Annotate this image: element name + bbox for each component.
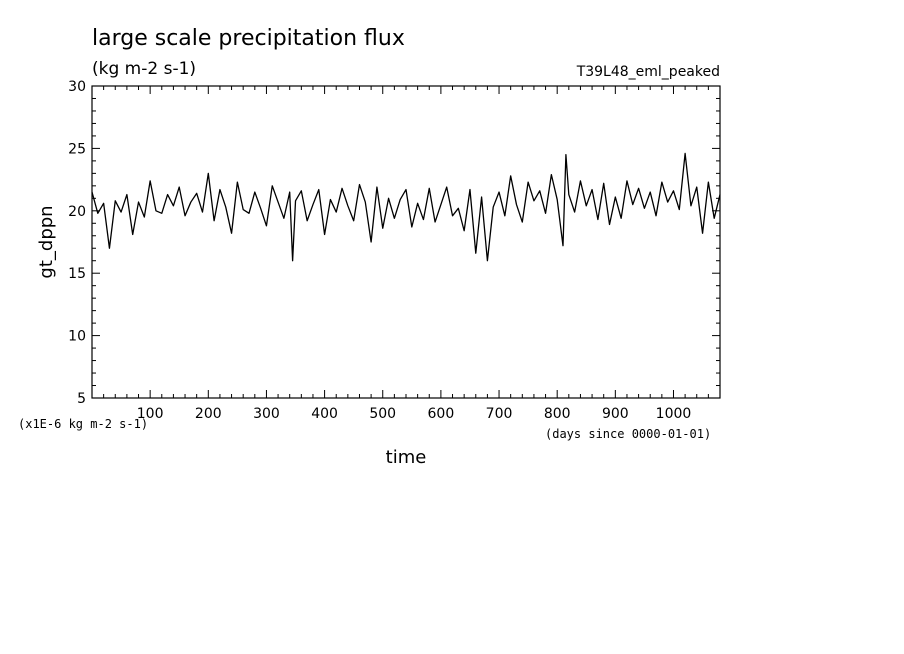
y-tick-labels: 5 10 15 20 25 30 (68, 79, 86, 407)
y-tick-label: 5 (77, 391, 86, 407)
x-tick-label: 1000 (656, 406, 692, 422)
x-tick-labels: 100 200 300 400 500 600 700 800 900 1000 (137, 406, 692, 422)
x-tick-label: 600 (428, 406, 455, 422)
y-tick-label: 15 (68, 266, 86, 282)
y-tick-label: 30 (68, 79, 86, 95)
plot-frame (91, 85, 721, 399)
chart-subtitle: (kg m-2 s-1) (92, 59, 196, 79)
series-line (91, 152, 721, 262)
x-axis-label: time (386, 447, 427, 468)
y-tick-label: 10 (68, 329, 86, 345)
x-tick-label: 200 (195, 406, 222, 422)
x-tick-label: 800 (544, 406, 571, 422)
x-tick-label: 100 (137, 406, 164, 422)
y-tick-label: 25 (68, 141, 86, 157)
x-tick-label: 500 (369, 406, 396, 422)
x-tick-label: 900 (602, 406, 629, 422)
run-tag: T39L48_eml_peaked (576, 64, 720, 80)
y-unit-note: (x1E-6 kg m-2 s-1) (18, 417, 148, 431)
x-tick-label: 700 (486, 406, 513, 422)
y-tick-label: 20 (68, 204, 86, 220)
axis-ticks (92, 86, 720, 398)
x-unit-note: (days since 0000-01-01) (545, 427, 711, 441)
x-tick-label: 300 (253, 406, 280, 422)
y-axis-label: gt_dppn (36, 205, 57, 278)
x-tick-label: 400 (311, 406, 338, 422)
chart-title: large scale precipitation flux (92, 26, 405, 51)
